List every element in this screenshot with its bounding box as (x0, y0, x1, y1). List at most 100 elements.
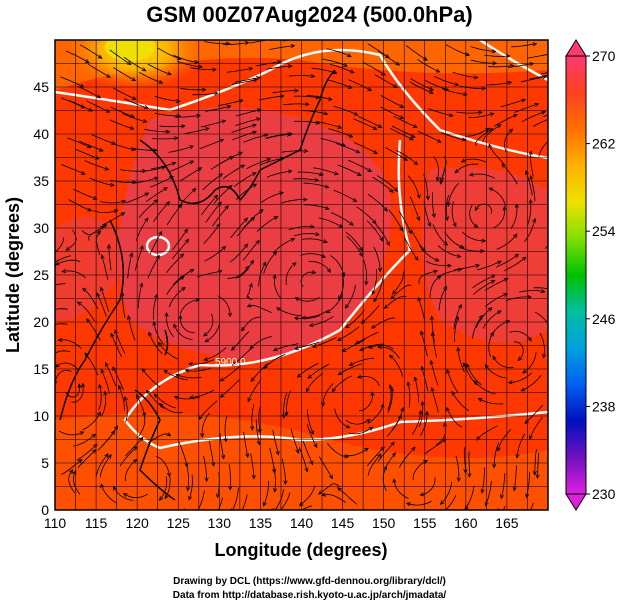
streamline (159, 476, 168, 501)
streamline (87, 63, 111, 78)
streamline (169, 160, 194, 172)
streamline-arrowhead (513, 233, 518, 239)
streamline (393, 116, 418, 128)
streamline-arrowhead (553, 226, 556, 230)
streamline-arrowhead (373, 149, 379, 154)
streamline (159, 125, 185, 128)
x-tick-label: 155 (413, 515, 437, 531)
streamline-arrowhead (336, 487, 342, 492)
streamline-arrowhead (132, 458, 138, 464)
streamline-arrowhead (477, 110, 483, 115)
streamline-arrowhead (507, 380, 513, 385)
streamline (242, 240, 260, 261)
streamline (437, 245, 461, 258)
streamline-arrowhead (178, 314, 183, 320)
streamline (493, 442, 500, 468)
streamline (213, 185, 233, 204)
streamline (143, 128, 170, 133)
streamline (100, 483, 118, 504)
streamline (482, 310, 502, 329)
streamline-arrowhead (512, 114, 518, 118)
streamline-arrowhead (204, 127, 210, 132)
streamline (417, 58, 440, 73)
streamline (322, 493, 346, 503)
streamline (179, 299, 200, 315)
streamline (55, 255, 71, 263)
streamline-arrowhead (231, 361, 237, 366)
streamline-arrowhead (183, 228, 188, 234)
streamline (109, 49, 132, 65)
streamline (469, 173, 495, 179)
streamline (185, 367, 211, 372)
streamline-arrowhead (429, 359, 434, 365)
streamline (514, 341, 524, 361)
streamline-arrowhead (227, 184, 233, 190)
streamline (293, 233, 320, 237)
streamline (197, 490, 205, 510)
streamline-arrowhead (129, 252, 134, 257)
streamline (118, 385, 125, 411)
streamline (189, 389, 215, 398)
streamline-arrowhead (315, 231, 320, 237)
map-title: GSM 00Z07Aug2024 (500.0hPa) (146, 2, 473, 27)
streamline (345, 310, 365, 329)
streamline-arrowhead (219, 138, 225, 143)
streamline (171, 238, 189, 260)
streamline (348, 426, 373, 435)
streamline (190, 67, 216, 70)
streamline-arrowhead (243, 243, 249, 248)
streamline-arrowhead (444, 216, 449, 222)
streamline-arrowhead (508, 128, 514, 134)
streamline (348, 79, 372, 91)
credit-data-source: Data from http://database.rish.kyoto-u.a… (172, 590, 447, 601)
streamline-arrowhead (558, 236, 561, 240)
streamline (101, 425, 118, 447)
streamline-arrowhead (255, 239, 260, 245)
streamline-arrowhead (139, 282, 144, 288)
streamline (493, 206, 506, 229)
streamline (109, 119, 134, 130)
streamline-arrowhead (435, 68, 441, 73)
streamline-arrowhead (336, 336, 342, 341)
streamline (204, 246, 226, 262)
streamline (220, 365, 242, 382)
streamline (440, 159, 447, 185)
streamline (533, 119, 548, 127)
streamline (432, 332, 437, 358)
streamline-arrowhead (122, 492, 128, 498)
streamline-arrowhead (488, 128, 494, 133)
streamline (409, 81, 434, 94)
streamline (101, 391, 107, 417)
streamline-arrowhead (368, 426, 374, 431)
streamline-arrowhead (443, 285, 448, 291)
colorbar-tick-label: 246 (592, 311, 616, 327)
streamline-arrowhead (367, 87, 373, 91)
streamline-arrowhead (463, 469, 468, 474)
streamline-arrowhead (514, 253, 520, 259)
streamline-arrowhead (391, 452, 396, 457)
streamline (65, 50, 89, 63)
streamline (151, 137, 178, 140)
streamline (138, 199, 158, 218)
streamline (522, 352, 537, 374)
streamline-arrowhead (262, 261, 267, 267)
y-tick-label: 25 (33, 267, 49, 283)
streamline (349, 357, 375, 366)
streamline-arrowhead (256, 76, 261, 81)
streamline (263, 353, 286, 369)
streamline-arrowhead (311, 269, 317, 275)
streamline-arrowhead (481, 86, 487, 91)
streamline (454, 316, 459, 342)
streamline-arrowhead (532, 217, 537, 223)
streamline (485, 293, 508, 308)
streamline-arrowhead (96, 230, 102, 235)
streamline-arrowhead (80, 104, 86, 109)
streamline (322, 383, 334, 407)
streamline-arrowhead (186, 486, 191, 492)
streamline-arrowhead (310, 430, 314, 436)
streamline-arrowhead (243, 217, 249, 223)
streamline (313, 167, 339, 175)
streamline-arrowhead (492, 355, 497, 361)
streamline-arrowhead (175, 98, 181, 104)
streamline (387, 387, 393, 413)
